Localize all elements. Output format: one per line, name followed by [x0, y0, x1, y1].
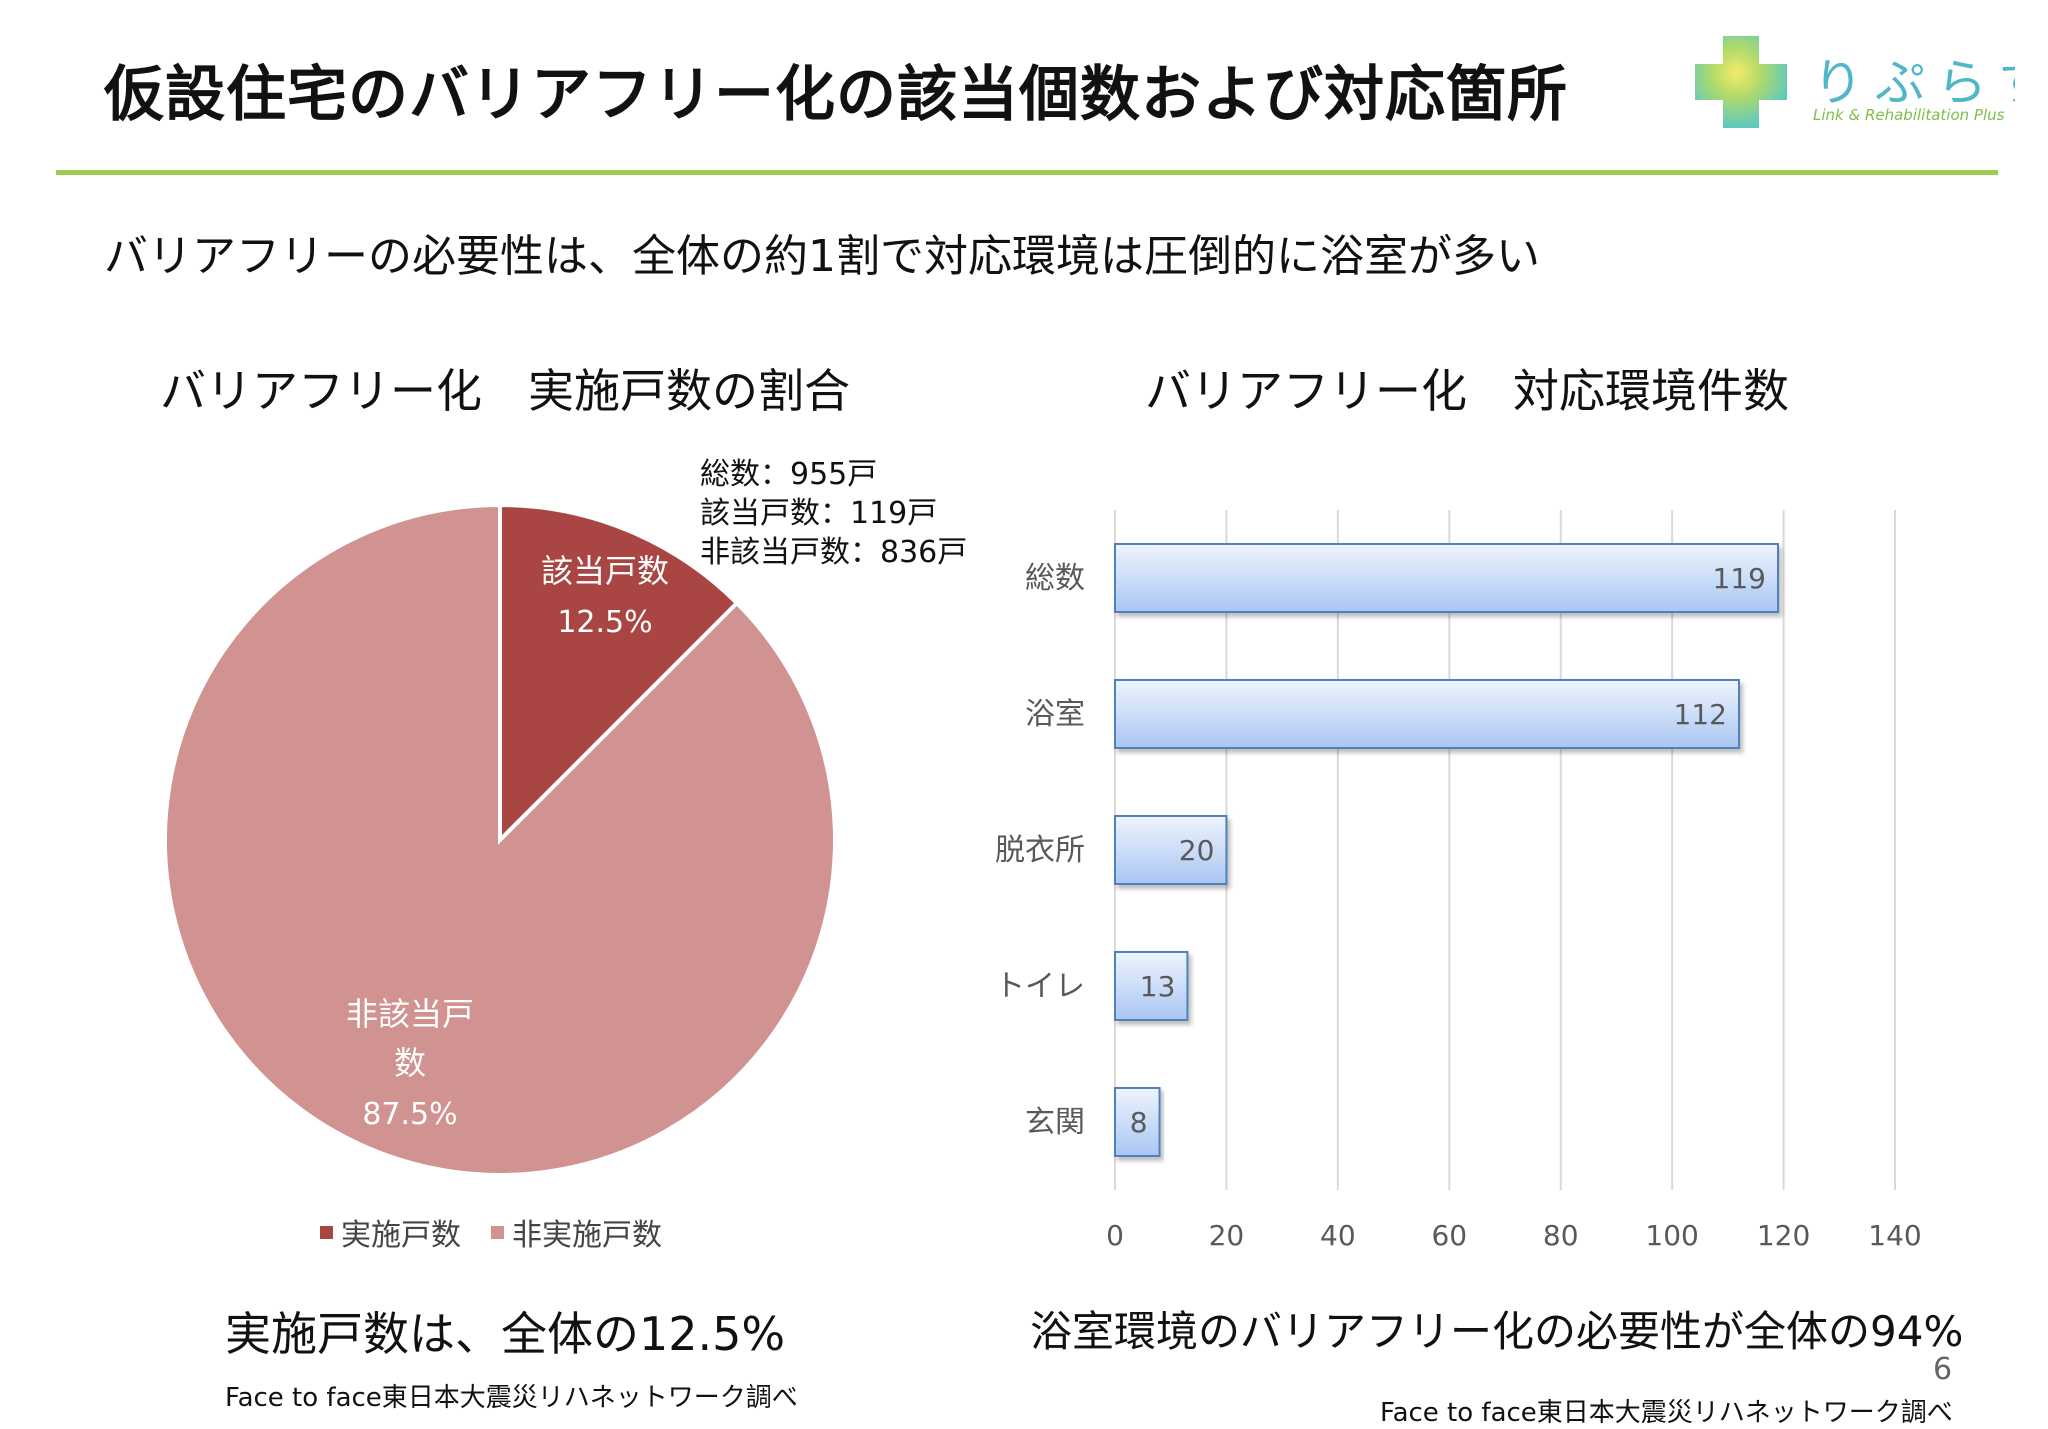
title-underline	[56, 170, 1998, 175]
bar-value-label: 112	[1674, 698, 1727, 731]
note-total: 総数：955戸	[700, 457, 878, 492]
x-tick-label: 60	[1431, 1219, 1467, 1252]
x-tick-label: 100	[1645, 1219, 1698, 1252]
bar	[1114, 543, 1779, 613]
pie-slice	[498, 502, 740, 845]
legend-item-not-implemented: 非実施戸数	[491, 1210, 662, 1254]
legend-label: 非実施戸数	[512, 1218, 662, 1253]
category-label: 玄関	[1025, 1105, 1085, 1140]
bar-value-label: 13	[1140, 970, 1176, 1003]
logo-tagline: Link & Rehabilitation Plus	[1813, 106, 2005, 124]
bar-value-label: 8	[1130, 1106, 1148, 1139]
category-label: 浴室	[1025, 697, 1085, 732]
pie-slice-label: 数	[394, 1044, 426, 1082]
logo: りぷらす Link & Rehabilitation Plus	[1695, 36, 2015, 128]
pie-slice-label: 非該当戸	[346, 995, 474, 1033]
logo-text: りぷらす	[1813, 54, 2015, 112]
bar-chart: 0 20 40 60 80 100 120 140 総数 119 浴室 112 脱衣所 20 トイレ 13 玄関…	[995, 510, 1922, 1252]
slide-title: 仮設住宅のバリアフリー化の該当個数および対応箇所	[104, 60, 1568, 130]
slide-subtitle: バリアフリーの必要性は、全体の約1割で対応環境は圧倒的に浴室が多い	[104, 231, 1540, 282]
category-label: 脱衣所	[995, 833, 1085, 868]
page-number: 6	[1933, 1352, 1953, 1387]
source-right: Face to face東日本大震災リハネットワーク調べ	[1380, 1398, 1953, 1428]
bar-conclusion: 浴室環境のバリアフリー化の必要性が全体の94%	[1030, 1307, 1964, 1356]
pie-chart: 該当戸数 12.5% 非該当戸数 87.5%	[163, 502, 837, 1177]
legend-label: 実施戸数	[341, 1218, 461, 1253]
bar	[1114, 1087, 1161, 1157]
pie-chart-note: 総数：955戸 該当戸数：119戸 非該当戸数：836戸	[700, 455, 967, 572]
bar-chart-title: バリアフリー化 対応環境件数	[1145, 364, 1789, 418]
x-tick-label: 140	[1868, 1219, 1921, 1252]
category-label: トイレ	[995, 969, 1085, 1004]
pie-legend: 実施戸数 非実施戸数	[320, 1210, 662, 1254]
x-tick-label: 120	[1757, 1219, 1810, 1252]
legend-swatch-icon	[491, 1225, 504, 1239]
source-left: Face to face東日本大震災リハネットワーク調べ	[225, 1383, 798, 1413]
legend-swatch-icon	[320, 1225, 333, 1239]
bar-value-label: 20	[1179, 834, 1215, 867]
pie-slice-value: 87.5%	[362, 1097, 457, 1132]
note-applicable: 該当戸数：119戸	[700, 496, 938, 531]
note-not-applicable: 非該当戸数：836戸	[700, 535, 968, 570]
pie-slice-label: 該当戸数	[541, 552, 669, 590]
bar	[1114, 951, 1189, 1021]
x-tick-label: 0	[1106, 1219, 1124, 1252]
pie-conclusion: 実施戸数は、全体の12.5%	[225, 1307, 786, 1361]
pie-slice-value: 12.5%	[557, 605, 652, 640]
bar-value-label: 119	[1713, 562, 1766, 595]
x-tick-label: 20	[1209, 1219, 1245, 1252]
bar	[1114, 815, 1228, 885]
legend-item-implemented: 実施戸数	[320, 1210, 461, 1254]
pie-chart-title: バリアフリー化 実施戸数の割合	[160, 364, 850, 418]
category-label: 総数	[1025, 561, 1085, 596]
logo-cross-icon	[1695, 36, 1787, 128]
pie-slice	[163, 502, 837, 1177]
x-tick-label: 40	[1320, 1219, 1356, 1252]
x-tick-label: 80	[1543, 1219, 1579, 1252]
bar	[1114, 679, 1740, 749]
